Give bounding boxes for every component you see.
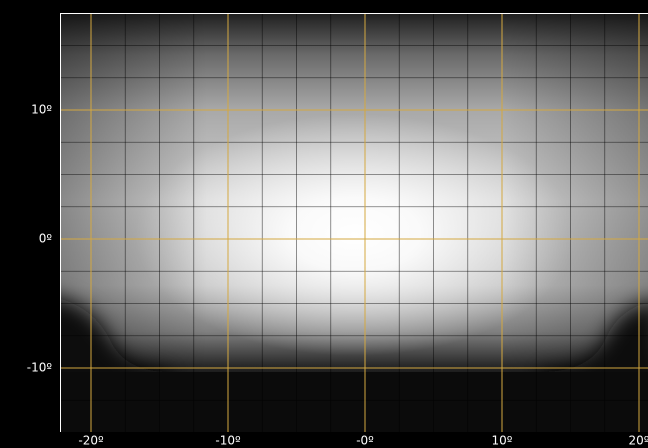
intensity-image (60, 13, 648, 432)
x-label: 10º (492, 434, 513, 448)
y-label: -10º (27, 361, 53, 375)
x-label: -0º (356, 434, 374, 448)
major-grid (60, 13, 648, 432)
axis-labels: -20º -10º -0º 10º 20º 10º 0º -10º (27, 103, 648, 448)
y-label: 10º (31, 103, 52, 117)
x-label: -20º (78, 434, 104, 448)
x-label: -10º (215, 434, 241, 448)
y-label: 0º (39, 232, 53, 246)
x-label: 20º (629, 434, 648, 448)
